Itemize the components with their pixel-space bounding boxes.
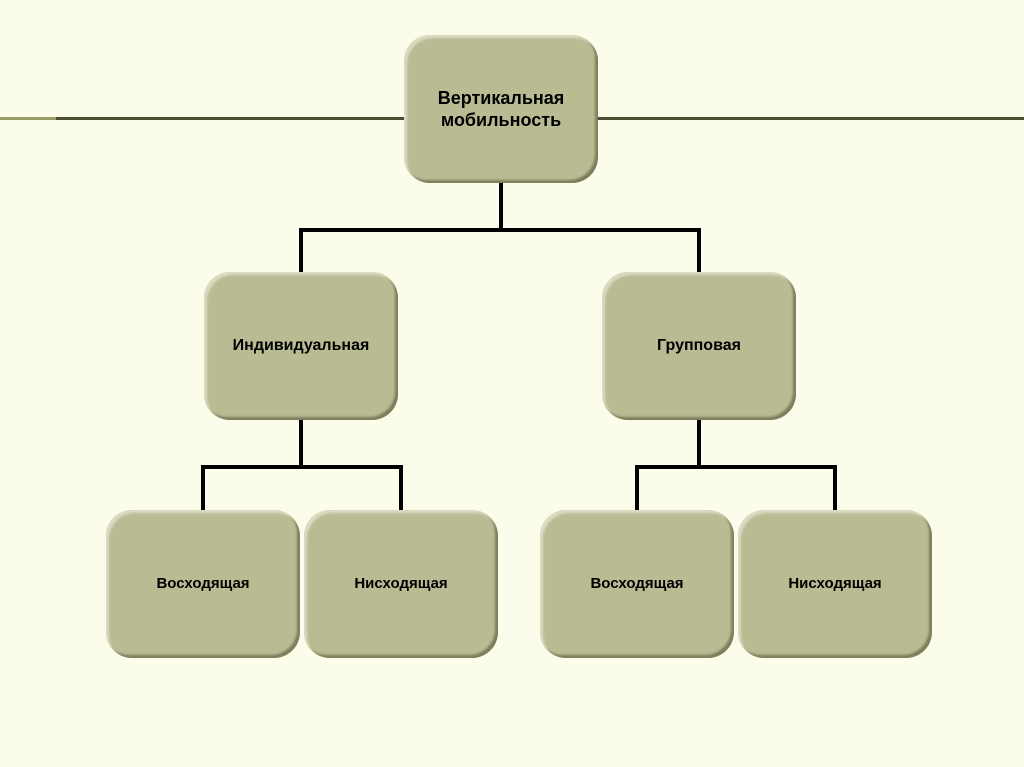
- conn-l2l-cross: [201, 465, 403, 469]
- node-label: Индивидуальная: [233, 336, 370, 356]
- node-label: Групповая: [657, 336, 741, 356]
- conn-l2l-drop: [299, 420, 303, 465]
- node-label: Вертикальная мобильность: [438, 87, 565, 132]
- node-ind: Индивидуальная: [204, 272, 398, 420]
- node-grp: Групповая: [602, 272, 796, 420]
- conn-l1-left: [299, 228, 303, 273]
- node-ind-d: Нисходящая: [304, 510, 498, 658]
- conn-l2r-right: [833, 465, 837, 510]
- node-label: Нисходящая: [788, 575, 881, 594]
- divider-left: [0, 117, 56, 120]
- conn-root-drop: [499, 183, 503, 228]
- conn-l1-cross: [299, 228, 701, 232]
- conn-l1-right: [697, 228, 701, 273]
- node-grp-d: Нисходящая: [738, 510, 932, 658]
- node-ind-a: Восходящая: [106, 510, 300, 658]
- conn-l2l-left: [201, 465, 205, 510]
- node-root: Вертикальная мобильность: [404, 35, 598, 183]
- conn-l2r-left: [635, 465, 639, 510]
- conn-l2r-cross: [635, 465, 837, 469]
- conn-l2l-right: [399, 465, 403, 510]
- conn-l2r-drop: [697, 420, 701, 465]
- node-label: Восходящая: [156, 575, 249, 594]
- node-label: Восходящая: [590, 575, 683, 594]
- node-grp-a: Восходящая: [540, 510, 734, 658]
- node-label: Нисходящая: [354, 575, 447, 594]
